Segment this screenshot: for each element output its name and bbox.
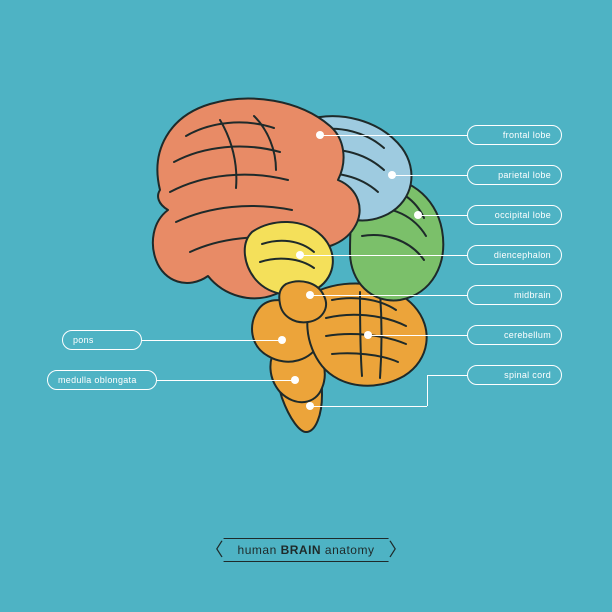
- lead-line: [392, 175, 467, 176]
- anchor-dot: [364, 331, 372, 339]
- label-text: parietal lobe: [498, 170, 551, 180]
- lead-line: [418, 215, 467, 216]
- label-text: pons: [73, 335, 94, 345]
- lead-line: [320, 135, 467, 136]
- label-text: frontal lobe: [503, 130, 551, 140]
- label-medulla: medulla oblongata: [47, 370, 157, 390]
- title-emphasis: BRAIN: [281, 543, 322, 557]
- label-parietal_lobe: parietal lobe: [467, 165, 562, 185]
- label-pons: pons: [62, 330, 142, 350]
- anchor-dot: [306, 402, 314, 410]
- lead-line: [300, 255, 467, 256]
- title-suffix: anatomy: [321, 543, 374, 557]
- anchor-dot: [316, 131, 324, 139]
- label-frontal_lobe: frontal lobe: [467, 125, 562, 145]
- lead-line: [142, 340, 282, 341]
- label-text: midbrain: [514, 290, 551, 300]
- ribbon-right-icon: 〉: [388, 541, 406, 559]
- label-midbrain: midbrain: [467, 285, 562, 305]
- label-text: diencephalon: [494, 250, 551, 260]
- label-text: cerebellum: [504, 330, 551, 340]
- anchor-dot: [388, 171, 396, 179]
- title-text: human BRAIN anatomy: [224, 538, 389, 562]
- brain-anatomy-diagram: frontal lobe parietal lobe occipital lobe d…: [0, 0, 612, 612]
- label-occipital_lobe: occipital lobe: [467, 205, 562, 225]
- lead-line: [427, 375, 467, 376]
- label-spinal_cord: spinal cord: [467, 365, 562, 385]
- lead-line: [368, 335, 467, 336]
- anchor-dot: [278, 336, 286, 344]
- lead-line: [310, 295, 467, 296]
- label-text: spinal cord: [504, 370, 551, 380]
- lead-line: [157, 380, 295, 381]
- ribbon-left-icon: 〈: [206, 541, 224, 559]
- title-prefix: human: [238, 543, 281, 557]
- lead-line: [427, 375, 428, 406]
- label-diencephalon: diencephalon: [467, 245, 562, 265]
- anchor-dot: [414, 211, 422, 219]
- brain-illustration: [0, 0, 612, 612]
- label-text: occipital lobe: [495, 210, 551, 220]
- title-banner: 〈 human BRAIN anatomy 〉: [206, 538, 407, 562]
- anchor-dot: [296, 251, 304, 259]
- region-midbrain: [279, 281, 326, 322]
- anchor-dot: [306, 291, 314, 299]
- label-cerebellum: cerebellum: [467, 325, 562, 345]
- label-text: medulla oblongata: [58, 375, 137, 385]
- anchor-dot: [291, 376, 299, 384]
- lead-line: [310, 406, 427, 407]
